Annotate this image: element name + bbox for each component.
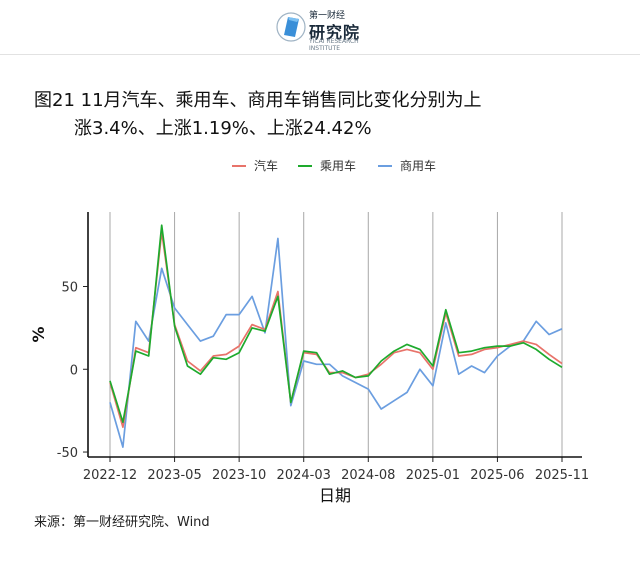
y-tick-label: 0 bbox=[70, 363, 78, 378]
legend-label: 乘用车 bbox=[320, 158, 356, 173]
chart-legend: 汽车 乘用车 商用车 bbox=[232, 158, 436, 173]
x-tick-label: 2024-03 bbox=[277, 468, 331, 483]
chart-grid bbox=[109, 212, 563, 457]
y-axis-title: % bbox=[29, 326, 48, 342]
series-line-1 bbox=[109, 231, 563, 429]
x-axis-title: 日期 bbox=[319, 486, 351, 505]
x-tick-label: 2024-08 bbox=[341, 468, 395, 483]
brand-logo: 第一财经 研究院 YICAI RESEARCH INSTITUTE bbox=[276, 6, 386, 52]
chart-series bbox=[109, 224, 563, 448]
x-tick-label: 2025-11 bbox=[535, 468, 589, 483]
brand-sub-text: YICAI RESEARCH INSTITUTE bbox=[309, 38, 359, 52]
brand-emblem-icon bbox=[276, 12, 306, 42]
x-tick-label: 2023-05 bbox=[147, 468, 201, 483]
chart-labels: 2022-12 2023-05 2023-10 2024-03 2024-08 2025-… bbox=[29, 280, 589, 505]
x-tick-label: 2022-12 bbox=[83, 468, 137, 483]
x-tick-label: 2025-06 bbox=[470, 468, 524, 483]
chart-axes bbox=[83, 212, 582, 462]
figure-title-line-1: 图21 11月汽车、乘用车、商用车销售同比变化分别为上 bbox=[34, 90, 482, 111]
brand-top-text: 第一财经 bbox=[309, 11, 346, 21]
series-line-2 bbox=[109, 224, 563, 424]
x-tick-label: 2023-10 bbox=[212, 468, 266, 483]
y-tick-label: 50 bbox=[61, 280, 78, 295]
legend-label: 汽车 bbox=[254, 158, 278, 173]
figure-title-line-2: 涨3.4%、上涨1.19%、上涨24.42% bbox=[74, 118, 372, 139]
line-chart: 汽车 乘用车 商用车 2022-12 2023-05 2023-10 2024-03 202… bbox=[29, 158, 589, 505]
header-divider bbox=[0, 54, 640, 55]
source-note: 来源：第一财经研究院、Wind bbox=[34, 515, 210, 530]
series-line-3 bbox=[109, 237, 563, 448]
brand-main-text: 研究院 bbox=[309, 23, 361, 42]
y-tick-label: -50 bbox=[57, 446, 78, 461]
x-tick-label: 2025-01 bbox=[406, 468, 460, 483]
legend-label: 商用车 bbox=[400, 158, 436, 173]
